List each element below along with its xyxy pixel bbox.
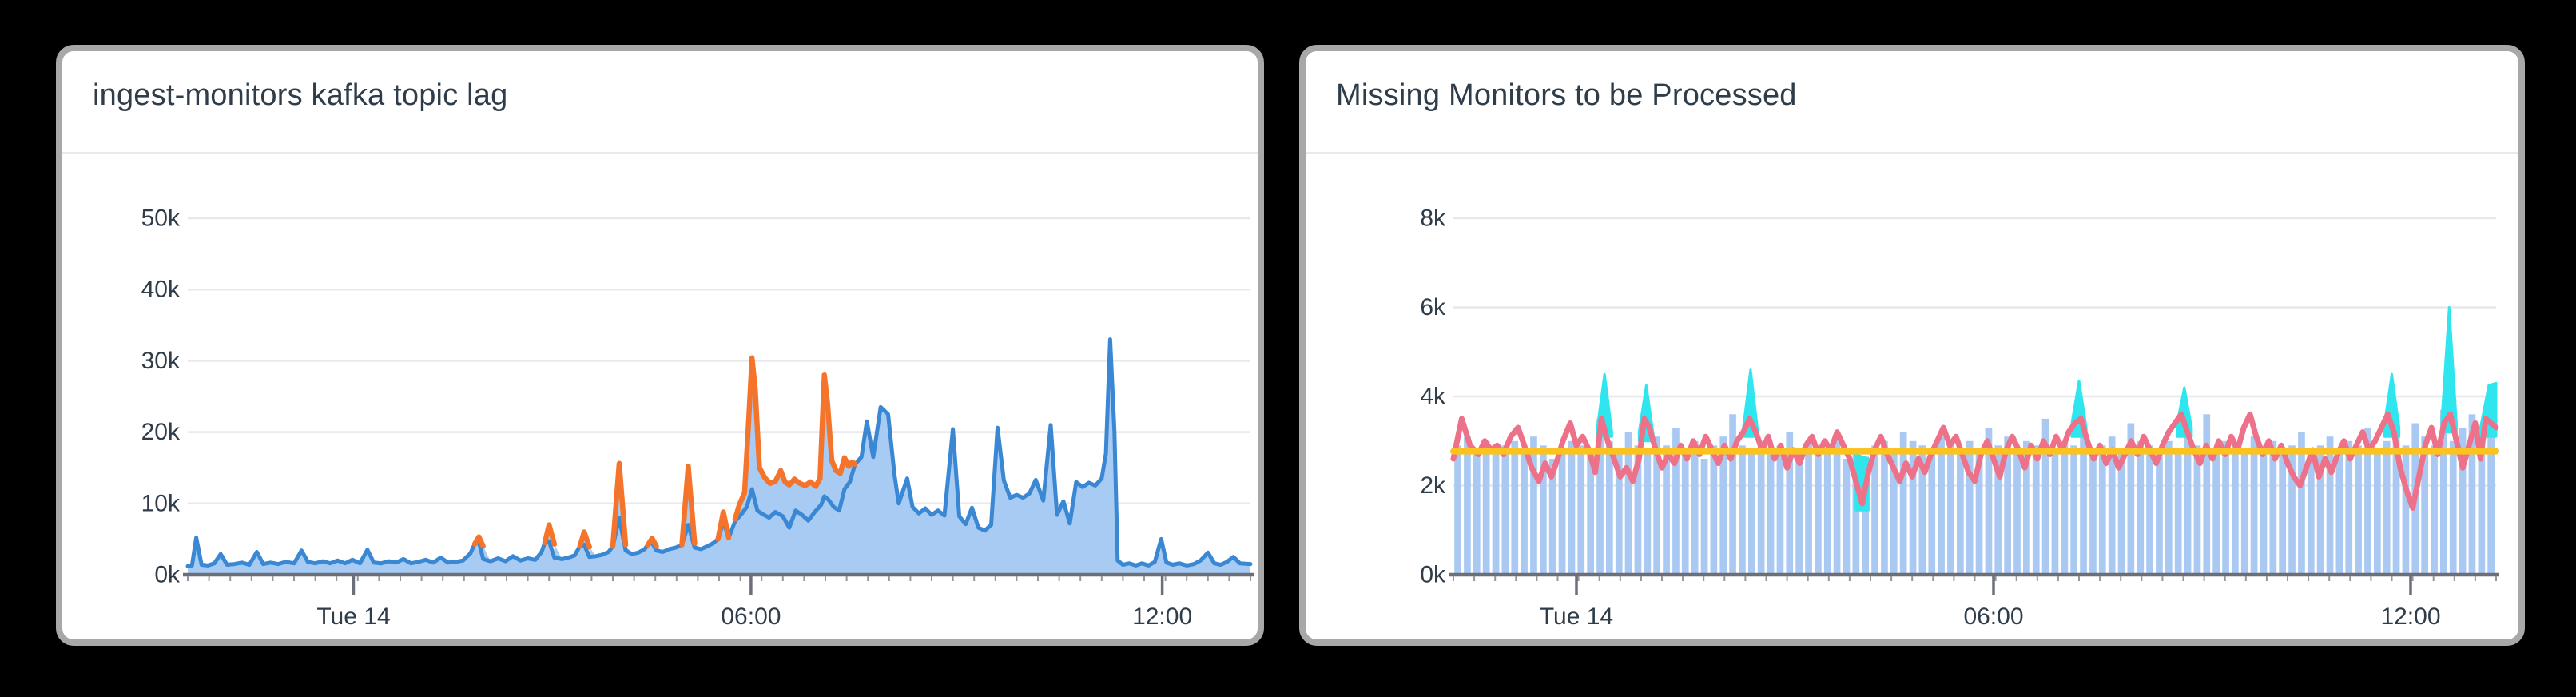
panel-title-divider xyxy=(1306,152,2518,154)
svg-text:12:00: 12:00 xyxy=(1132,603,1192,630)
svg-text:Tue 14: Tue 14 xyxy=(1540,603,1613,630)
svg-text:8k: 8k xyxy=(1420,205,1446,232)
svg-text:0k: 0k xyxy=(1420,562,1446,588)
panel-title-divider xyxy=(62,152,1258,154)
svg-text:06:00: 06:00 xyxy=(721,603,781,630)
kafka-lag-chart[interactable]: 0k 10k 20k 30k 40k 50k Tue 14 06:00 12:00 xyxy=(62,155,1258,639)
panel-missing-monitors[interactable]: Missing Monitors to be Processed 0k 2k 4k 6… xyxy=(1299,45,2525,646)
svg-text:4k: 4k xyxy=(1420,384,1446,410)
panel-kafka-topic-lag[interactable]: ingest-monitors kafka topic lag 0k 10k 20k… xyxy=(56,45,1264,646)
svg-text:Tue 14: Tue 14 xyxy=(316,603,390,630)
svg-text:06:00: 06:00 xyxy=(1963,603,2023,630)
svg-text:10k: 10k xyxy=(141,490,181,516)
svg-text:40k: 40k xyxy=(141,277,181,303)
panel-title-missing-monitors: Missing Monitors to be Processed xyxy=(1336,78,1797,112)
svg-text:20k: 20k xyxy=(141,419,181,445)
svg-text:2k: 2k xyxy=(1420,472,1446,499)
svg-text:30k: 30k xyxy=(141,348,181,374)
svg-text:0k: 0k xyxy=(154,562,181,588)
svg-text:12:00: 12:00 xyxy=(2380,603,2440,630)
missing-monitors-chart[interactable]: 0k 2k 4k 6k 8k Tue 14 06:00 12:00 xyxy=(1306,155,2518,639)
svg-text:6k: 6k xyxy=(1420,294,1446,321)
svg-text:50k: 50k xyxy=(141,205,181,232)
panel-title-kafka-lag: ingest-monitors kafka topic lag xyxy=(93,78,508,112)
